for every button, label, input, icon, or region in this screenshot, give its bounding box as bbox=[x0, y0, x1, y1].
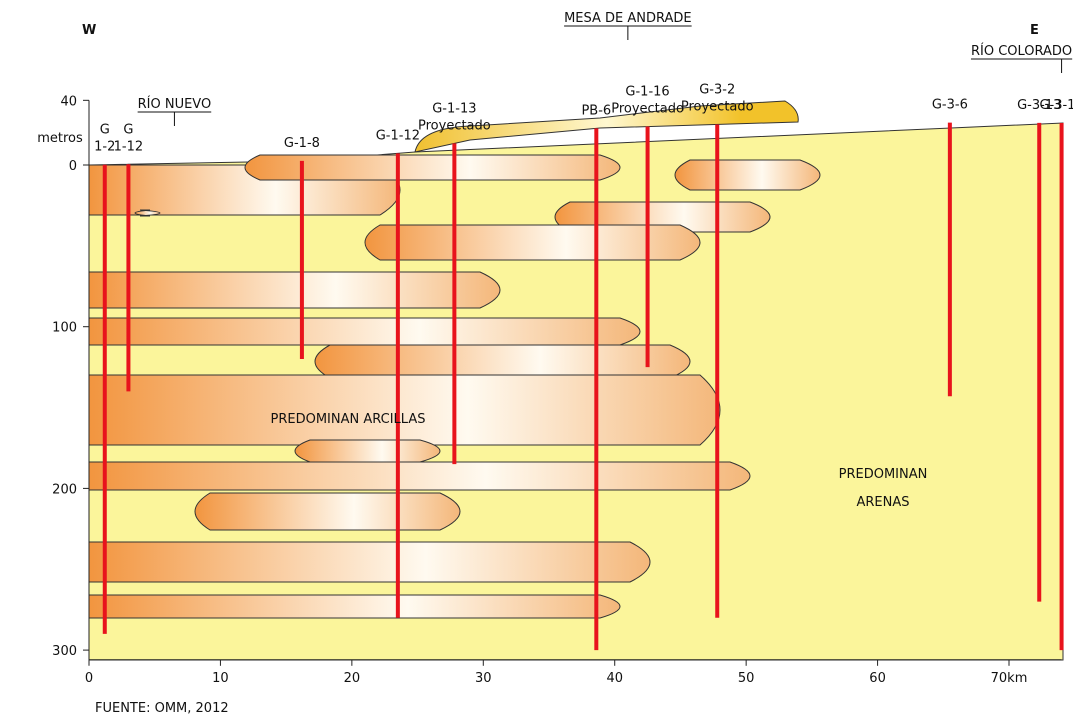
place-label: RÍO NUEVO bbox=[138, 96, 212, 112]
x-tick-label: 70km bbox=[991, 671, 1028, 686]
x-tick-label: 0 bbox=[85, 671, 93, 686]
x-tick-label: 10 bbox=[212, 671, 229, 686]
well-label: Proyectado bbox=[681, 99, 754, 114]
clay-lens bbox=[195, 493, 460, 530]
x-tick-label: 20 bbox=[344, 671, 361, 686]
well-label: G-3-10 bbox=[1039, 98, 1073, 113]
clay-lens bbox=[365, 225, 700, 260]
clay-lens bbox=[89, 375, 720, 445]
y-tick-label: 0 bbox=[69, 159, 77, 174]
well-label: 1-12 bbox=[114, 139, 144, 154]
zone-label: PREDOMINAN ARCILLAS bbox=[271, 412, 426, 427]
x-tick-label: 30 bbox=[475, 671, 492, 686]
y-axis-label: metros bbox=[37, 131, 83, 146]
zone-label: PREDOMINAN bbox=[839, 467, 928, 482]
well-label: G-1-16 bbox=[625, 85, 669, 100]
y-tick-label: 300 bbox=[52, 644, 77, 659]
well-label: G bbox=[123, 122, 133, 137]
clay-lens bbox=[89, 272, 500, 308]
well-label: Proyectado bbox=[418, 118, 491, 133]
y-tick-label: 100 bbox=[52, 321, 77, 336]
clay-lens bbox=[675, 160, 820, 190]
source: FUENTE: OMM, 2012 bbox=[95, 701, 229, 716]
clay-lens bbox=[315, 345, 690, 378]
clay-lens bbox=[295, 440, 440, 462]
west-label: W bbox=[82, 23, 96, 38]
x-tick-label: 50 bbox=[738, 671, 755, 686]
y-tick-label: 200 bbox=[52, 482, 77, 497]
well-label: G-3-6 bbox=[932, 98, 968, 113]
well-label: G-1-12 bbox=[376, 128, 420, 143]
x-tick-label: 60 bbox=[869, 671, 886, 686]
well-label: G bbox=[100, 123, 110, 138]
well-label: PB-6 bbox=[581, 103, 611, 118]
well-label: G-3-2 bbox=[699, 82, 735, 97]
well-label: 1-2 bbox=[94, 140, 115, 155]
clay-lens bbox=[89, 318, 640, 345]
place-label: RÍO COLORADO bbox=[971, 43, 1072, 59]
y-tick-label: 40 bbox=[60, 94, 77, 109]
well-label: G-1-8 bbox=[284, 136, 320, 151]
well-label: Proyectado bbox=[611, 102, 684, 117]
zone-label: ARENAS bbox=[856, 495, 909, 510]
x-tick-label: 40 bbox=[606, 671, 623, 686]
well-label: G-1-13 bbox=[432, 101, 476, 116]
clay-lens bbox=[89, 595, 620, 618]
clay-lens bbox=[89, 542, 650, 582]
cross-section: 0 10 20 30 40 50 60 70km 40 0 100 200 300 metros G 1-2 G… bbox=[0, 0, 1073, 721]
east-label: E bbox=[1030, 23, 1039, 38]
clay-lens bbox=[89, 462, 750, 490]
place-label: MESA DE ANDRADE bbox=[564, 11, 692, 26]
